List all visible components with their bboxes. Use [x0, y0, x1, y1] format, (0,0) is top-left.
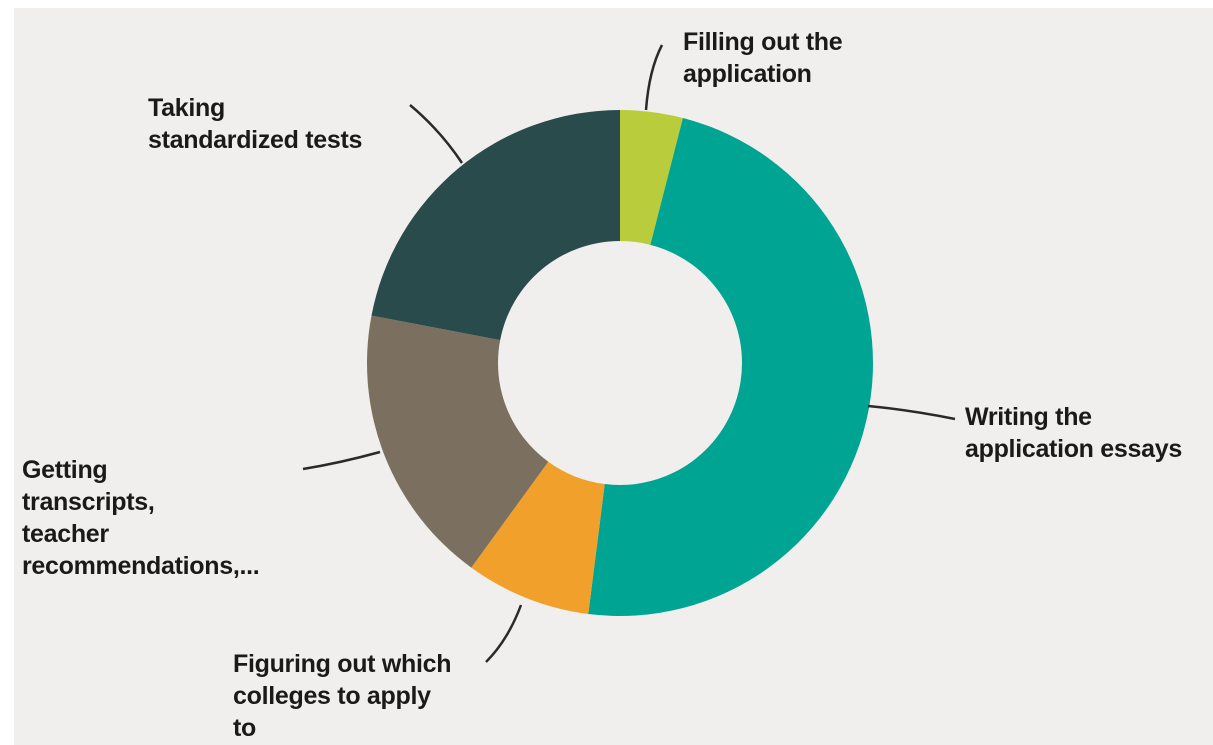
slice-writing-the-application-essays [588, 117, 873, 616]
slice-label: Getting transcripts, teacher recommendation… [22, 456, 259, 580]
slice-label: Filling out the application [683, 28, 843, 88]
slice-label: Taking standardized tests [148, 94, 362, 154]
slice-label-line: recommendations,... [22, 552, 259, 580]
slice-label-line: Filling out the [683, 28, 843, 56]
slice-label-line: Taking [148, 94, 225, 122]
slice-filling-out-the-application [620, 110, 683, 245]
leader-line [409, 104, 464, 164]
slice-label-line: Writing the [965, 403, 1092, 431]
slice-taking-standardized-tests [371, 110, 620, 341]
slice-getting-transcripts-teacher-recommendations [367, 315, 549, 568]
donut-slices [367, 110, 873, 616]
slice-label-line: teacher [22, 520, 109, 548]
leader-line [302, 450, 381, 471]
slice-label: Writing the application essays [965, 403, 1182, 463]
leader-line [867, 404, 956, 421]
slice-label-line: to [233, 714, 256, 742]
slice-label-line: Figuring out which [233, 650, 451, 678]
slice-label-line: application essays [965, 435, 1182, 463]
slice-figuring-out-which-colleges-to-apply-to [471, 461, 605, 615]
slice-label-line: colleges to apply [233, 682, 431, 710]
slice-label-line: standardized tests [148, 126, 362, 154]
leader-line [485, 604, 523, 663]
leader-lines [302, 44, 956, 663]
slice-label-line: application [683, 60, 812, 88]
slice-label-line: transcripts, [22, 488, 155, 516]
slice-labels: Filling out the application Writing the app… [22, 28, 1182, 742]
slice-label: Figuring out which colleges to apply to [233, 650, 451, 742]
leader-line [644, 44, 664, 111]
slice-label-line: Getting [22, 456, 107, 484]
